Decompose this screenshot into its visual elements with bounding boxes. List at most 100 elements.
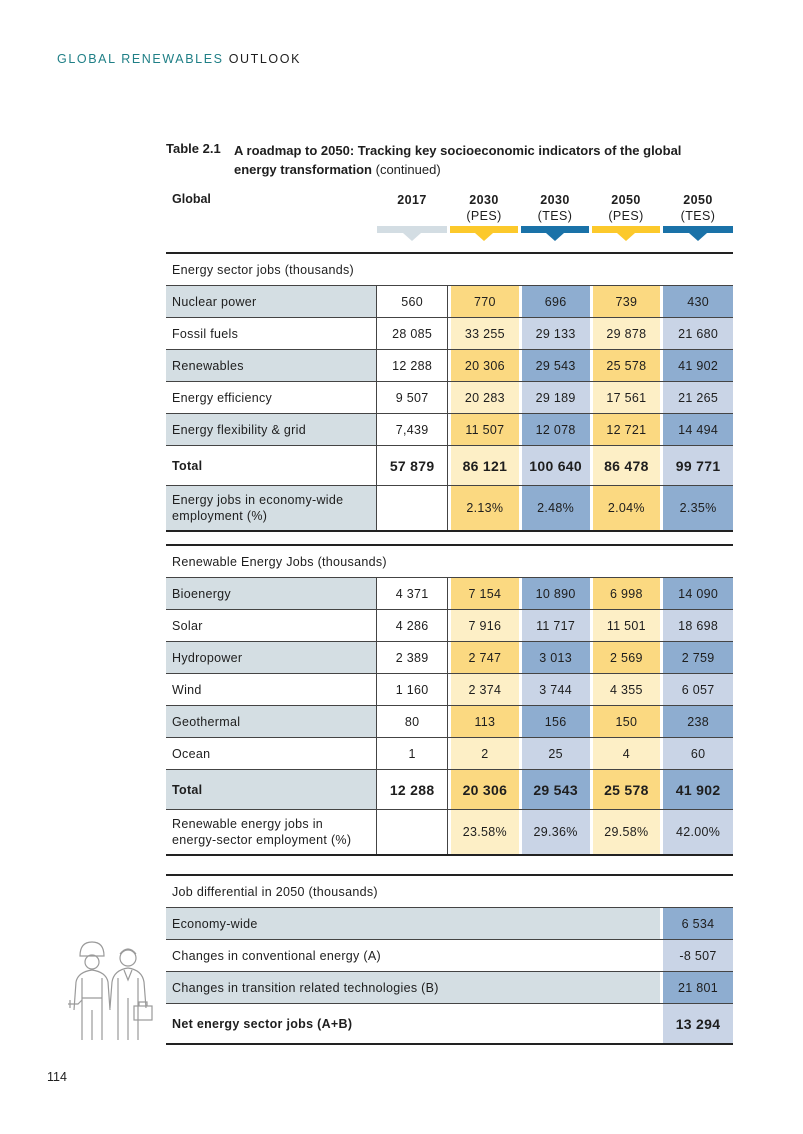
table-row: Renewable energy jobs in energy-sector e… xyxy=(166,810,733,854)
table-row: Total 12 288 20 306 29 543 25 578 41 902 xyxy=(166,770,733,810)
cell: 6 534 xyxy=(663,908,733,939)
column-markers xyxy=(377,226,733,241)
row-label: Energy jobs in economy-wide employment (… xyxy=(166,486,377,530)
column-marker xyxy=(546,233,564,241)
cell: 4 371 xyxy=(376,578,448,609)
cell: 25 578 xyxy=(592,770,661,809)
cell: 2 747 xyxy=(451,642,519,673)
cell: 29 543 xyxy=(521,350,590,381)
cell: 80 xyxy=(376,706,448,737)
row-label: Changes in conventional energy (A) xyxy=(166,940,660,971)
table-row: Total 57 879 86 121 100 640 86 478 99 771 xyxy=(166,446,733,486)
table-row: Changes in transition related technologi… xyxy=(166,972,733,1004)
cell: 560 xyxy=(376,286,448,317)
cell: 7 154 xyxy=(451,578,519,609)
header-highlight: GLOBAL RENEWABLES xyxy=(57,52,224,66)
table-row: Energy jobs in economy-wide employment (… xyxy=(166,486,733,530)
cell: 150 xyxy=(592,706,661,737)
cell: 60 xyxy=(663,738,733,769)
row-label: Total xyxy=(166,770,377,809)
table-row: Wind 1 160 2 374 3 744 4 355 6 057 xyxy=(166,674,733,706)
cell: 12 288 xyxy=(376,350,448,381)
cell: 57 879 xyxy=(376,446,448,485)
cell: 739 xyxy=(592,286,661,317)
table-row: Energy efficiency 9 507 20 283 29 189 17 561… xyxy=(166,382,733,414)
cell: 17 561 xyxy=(592,382,661,413)
cell: 2 389 xyxy=(376,642,448,673)
cell: 2.04% xyxy=(592,486,661,530)
cell: 21 265 xyxy=(663,382,733,413)
cell: 41 902 xyxy=(663,770,733,809)
section-title: Job differential in 2050 (thousands) xyxy=(166,876,733,908)
column-year: 2030 xyxy=(540,193,570,207)
cell: 29 189 xyxy=(521,382,590,413)
running-header: GLOBAL RENEWABLES OUTLOOK xyxy=(57,52,301,66)
cell: 6 998 xyxy=(592,578,661,609)
column-marker xyxy=(475,233,493,241)
cell: 2.35% xyxy=(663,486,733,530)
column-header: 2050 (TES) xyxy=(663,192,733,224)
row-label: Wind xyxy=(166,674,377,705)
column-marker xyxy=(592,226,660,233)
cell: 21 680 xyxy=(663,318,733,349)
cell: 2 759 xyxy=(663,642,733,673)
row-label: Solar xyxy=(166,610,377,641)
row-label: Bioenergy xyxy=(166,578,377,609)
caption-note: (continued) xyxy=(375,162,441,177)
row-label: Total xyxy=(166,446,377,485)
cell: 11 717 xyxy=(521,610,590,641)
column-marker xyxy=(403,233,421,241)
cell: 7,439 xyxy=(376,414,448,445)
row-label: Renewables xyxy=(166,350,377,381)
table-row: Solar 4 286 7 916 11 717 11 501 18 698 xyxy=(166,610,733,642)
caption: A roadmap to 2050: Tracking key socioeco… xyxy=(234,141,724,179)
table-row: Hydropower 2 389 2 747 3 013 2 569 2 759 xyxy=(166,642,733,674)
cell: 2 xyxy=(451,738,519,769)
column-year: 2017 xyxy=(397,193,427,207)
cell: 14 494 xyxy=(663,414,733,445)
cell: 100 640 xyxy=(521,446,590,485)
table-row: Fossil fuels 28 085 33 255 29 133 29 878 21 6… xyxy=(166,318,733,350)
table-row: Geothermal 80 113 156 150 238 xyxy=(166,706,733,738)
cell: 430 xyxy=(663,286,733,317)
cell: 4 355 xyxy=(592,674,661,705)
cell xyxy=(376,810,448,854)
cell: 1 xyxy=(376,738,448,769)
cell: 770 xyxy=(451,286,519,317)
column-scenario: (PES) xyxy=(608,209,644,223)
column-year: 2050 xyxy=(683,193,713,207)
row-label: Nuclear power xyxy=(166,286,377,317)
cell: 29 878 xyxy=(592,318,661,349)
row-label: Energy efficiency xyxy=(166,382,377,413)
section-title: Energy sector jobs (thousands) xyxy=(166,254,733,286)
section-title: Renewable Energy Jobs (thousands) xyxy=(166,546,733,578)
table-row: Renewables 12 288 20 306 29 543 25 578 41 902 xyxy=(166,350,733,382)
cell: 33 255 xyxy=(451,318,519,349)
table-row: Energy flexibility & grid 7,439 11 507 12 0… xyxy=(166,414,733,446)
cell: 29.58% xyxy=(592,810,661,854)
table-section: Job differential in 2050 (thousands) Econ… xyxy=(166,874,733,1045)
row-label: Renewable energy jobs in energy-sector e… xyxy=(166,810,377,854)
cell: 4 xyxy=(592,738,661,769)
column-marker xyxy=(689,233,707,241)
cell: 12 721 xyxy=(592,414,661,445)
cell: 11 501 xyxy=(592,610,661,641)
column-scenario: (PES) xyxy=(466,209,502,223)
corner-header: Global xyxy=(172,192,211,206)
cell: 21 801 xyxy=(663,972,733,1003)
row-label: Net energy sector jobs (A+B) xyxy=(166,1004,660,1043)
column-marker xyxy=(521,226,589,233)
cell: 10 890 xyxy=(521,578,590,609)
cell: 13 294 xyxy=(663,1004,733,1043)
column-header: 2050 (PES) xyxy=(592,192,660,224)
header-rest: OUTLOOK xyxy=(228,52,302,66)
column-header: 2030 (PES) xyxy=(450,192,518,224)
cell: 29 133 xyxy=(521,318,590,349)
column-marker xyxy=(663,226,733,233)
cell xyxy=(376,486,448,530)
cell: 12 288 xyxy=(376,770,448,809)
table-row: Changes in conventional energy (A) -8 507 xyxy=(166,940,733,972)
table-row: Economy-wide 6 534 xyxy=(166,908,733,940)
row-label: Energy flexibility & grid xyxy=(166,414,377,445)
